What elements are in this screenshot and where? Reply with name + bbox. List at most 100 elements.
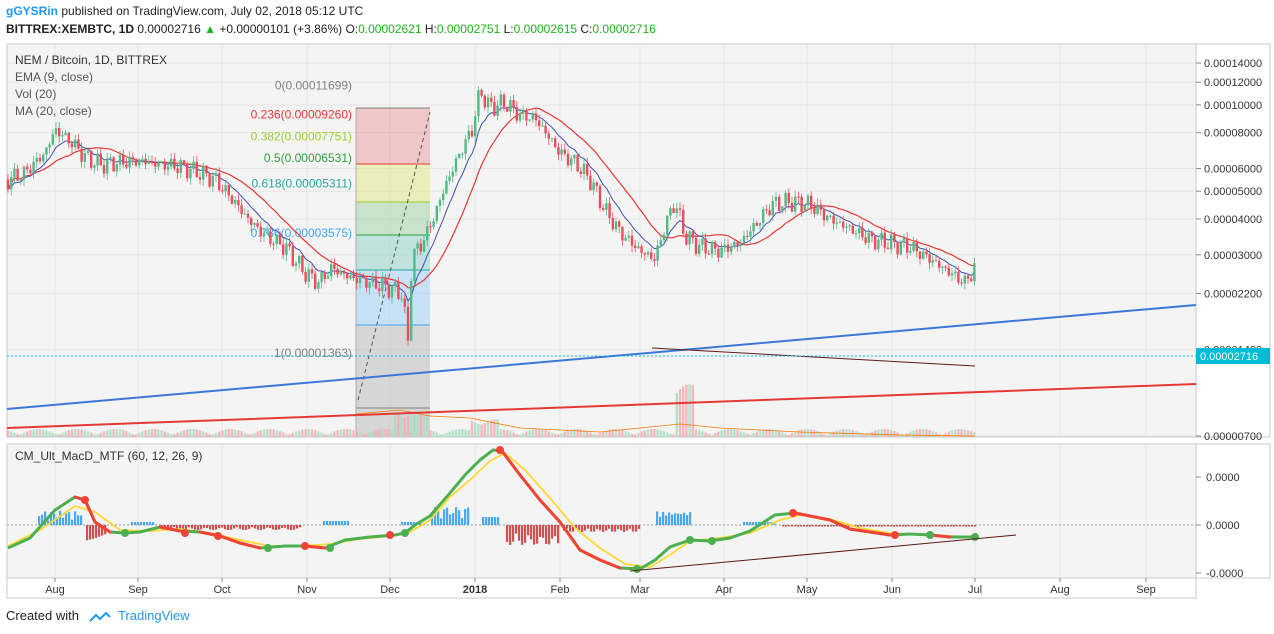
candle-body (58, 128, 61, 137)
candle-body (733, 241, 736, 248)
candle-body (512, 99, 515, 108)
volume-bar (515, 434, 518, 437)
candle-body (192, 161, 195, 169)
macd-tick-labels: 0.0000 0.0000 -0.0000 (1196, 472, 1243, 580)
volume-bar (688, 384, 691, 437)
macd-hist-bar (524, 525, 527, 543)
candle-body (99, 153, 102, 166)
macd-hist-bar (872, 525, 875, 527)
volume-bar (67, 430, 70, 437)
fib-label: 0.382(0.00007751) (251, 130, 352, 144)
volume-bar (294, 431, 298, 437)
candle-body (118, 154, 122, 165)
candle-body (947, 267, 950, 276)
candle-body (736, 241, 739, 246)
author-name[interactable]: gGYSRin (6, 4, 59, 18)
volume-bar (614, 429, 618, 437)
candle-body (790, 202, 794, 212)
candle-body (662, 234, 666, 241)
volume-bar (611, 429, 614, 437)
candle-body (742, 235, 746, 243)
candle-body (125, 164, 128, 168)
macd-hist-bar (782, 525, 785, 527)
legend-ma[interactable]: MA (20, close) (15, 104, 92, 118)
macd-hist-bar (251, 525, 254, 528)
candle-body (35, 157, 38, 162)
candle-body (848, 225, 851, 227)
volume-bar (803, 429, 806, 437)
volume-bar (662, 431, 666, 437)
volume-bar (618, 429, 621, 437)
volume-bar (506, 430, 509, 437)
macd-hist-bar (323, 521, 326, 525)
volume-bar (675, 392, 678, 437)
macd-hist-bar (134, 522, 137, 525)
volume-bar (355, 431, 358, 437)
macd-cross-dot (264, 544, 272, 552)
macd-hist-bar (941, 525, 944, 527)
candle-body (32, 161, 35, 174)
time-axis[interactable] (6, 577, 1197, 599)
time-tick-label: Mar (631, 584, 650, 596)
macd-hist-bar (746, 522, 749, 525)
macd-hist-bar (827, 525, 830, 527)
price-pane[interactable] (6, 43, 1197, 438)
legend-vol[interactable]: Vol (20) (15, 87, 56, 101)
volume-bar (166, 432, 170, 437)
volume-bar (38, 429, 42, 437)
volume-bar (189, 429, 192, 437)
volume-bar (176, 432, 179, 437)
tradingview-brand[interactable]: TradingView (118, 608, 190, 623)
volume-bar (621, 430, 624, 437)
volume-bar (582, 430, 586, 437)
macd-hist-bar (608, 525, 611, 529)
volume-bar (768, 429, 771, 437)
macd-hist-bar (194, 525, 197, 530)
macd-hist-bar (878, 525, 881, 527)
macd-hist-bar (950, 525, 953, 527)
macd-divergence-line[interactable] (629, 534, 1017, 572)
candle-body (822, 209, 826, 221)
candle-body (154, 161, 157, 167)
candle-body (771, 200, 774, 216)
candle-body (467, 130, 470, 140)
macd-hist-bar (569, 525, 572, 532)
macd-cross-dot (401, 529, 409, 537)
macd-axis[interactable] (1195, 443, 1271, 579)
candle-body (810, 195, 813, 208)
candle-body (387, 284, 390, 298)
macd-cross-dot (121, 529, 129, 537)
close-value: 0.00002716 (592, 22, 656, 36)
volume-bar (422, 415, 426, 437)
candle-body (221, 190, 224, 192)
volume-bar (707, 433, 710, 437)
candle-body (586, 163, 589, 176)
macd-hist-bar (884, 525, 887, 527)
support-line[interactable] (651, 347, 976, 367)
tradingview-logo-icon[interactable] (88, 611, 111, 623)
macd-hist-bar (65, 513, 68, 525)
candle-body (400, 298, 403, 300)
volume-bar (573, 429, 576, 437)
blue-trendline[interactable] (6, 304, 1197, 410)
candle-body (534, 113, 538, 121)
candle-body (336, 268, 339, 275)
red-trendline[interactable] (6, 383, 1197, 429)
legend-ema[interactable]: EMA (9, close) (15, 70, 93, 84)
candle-body (195, 161, 198, 178)
price-axis[interactable] (1195, 43, 1271, 438)
candle-body (109, 157, 112, 159)
volume-bar (541, 429, 544, 437)
volume-bar (205, 432, 208, 437)
candle-body (464, 139, 467, 154)
candle-body (80, 148, 83, 162)
macd-pane[interactable] (6, 443, 1197, 579)
candle-body (384, 278, 387, 285)
volume-bar (787, 434, 790, 437)
volume-bar (918, 429, 922, 437)
volume-bar (381, 429, 384, 437)
time-tick-label: Aug (1050, 584, 1070, 596)
macd-hist-bar (572, 525, 575, 532)
candle-body (134, 159, 138, 166)
